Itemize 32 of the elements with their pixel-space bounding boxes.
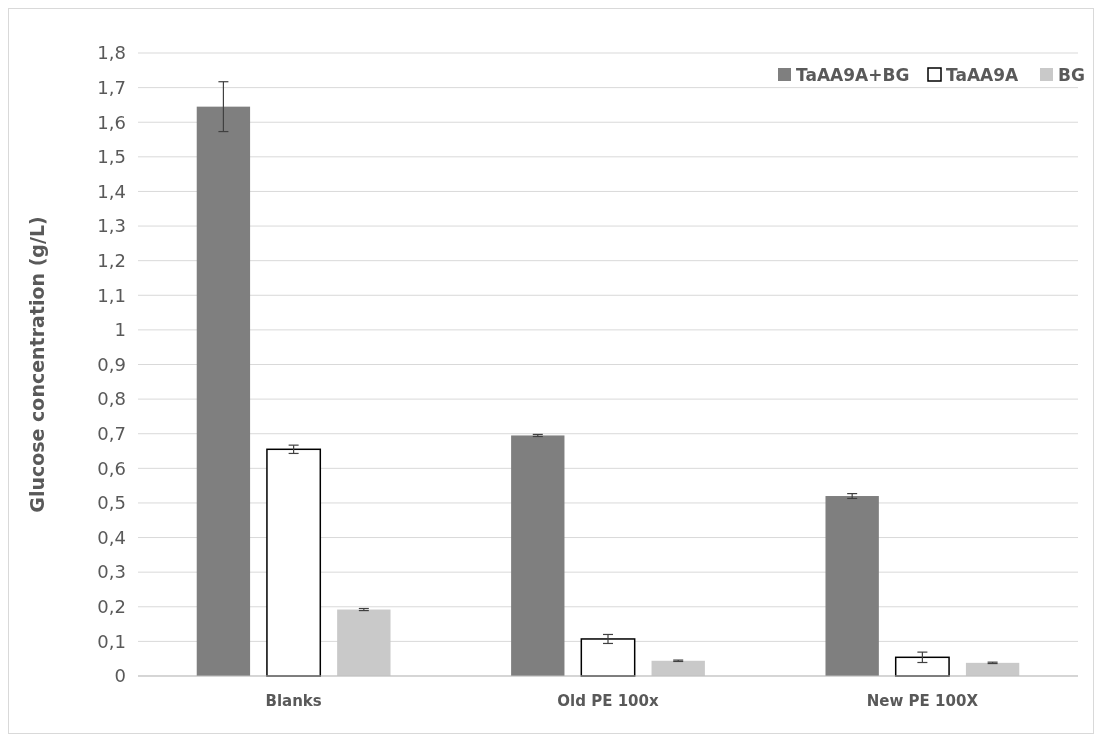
y-tick-label: 1,1 [97,284,126,306]
y-tick-label: 1,3 [97,215,126,237]
x-tick-label: Old PE 100x [557,692,659,710]
y-tick-label: 0,8 [97,388,126,410]
legend-label: TaAA9A+BG [796,64,910,85]
y-tick-label: 0,2 [97,596,126,618]
y-tick-label: 0,1 [97,630,126,652]
x-tick-label: Blanks [265,692,322,710]
y-tick-label: 0,3 [97,561,126,583]
y-tick-label: 1,8 [97,42,126,64]
y-tick-label: 1 [114,319,126,341]
y-tick-label: 0,9 [97,353,126,375]
y-tick-label: 1,4 [97,180,126,202]
y-tick-label: 1,6 [97,111,126,133]
y-tick-label: 0,4 [97,526,126,548]
y-tick-label: 1,7 [97,76,126,98]
y-tick-label: 0 [114,665,126,687]
bar [266,448,322,677]
legend-label: TaAA9A [946,64,1020,85]
x-tick-label: New PE 100X [866,692,979,710]
y-tick-label: 1,2 [97,249,126,271]
bar [196,106,251,676]
bar [511,435,565,676]
bar [580,638,636,677]
y-tick-label: 0,6 [97,457,126,479]
y-axis-title: Glucose concentration (g/L) [26,216,48,513]
y-tick-label: 0,5 [97,492,126,514]
bar [825,496,879,676]
legend-label: BG [1058,64,1085,85]
y-tick-label: 1,5 [97,146,126,168]
y-tick-label: 0,7 [97,423,126,445]
bar [894,656,950,677]
